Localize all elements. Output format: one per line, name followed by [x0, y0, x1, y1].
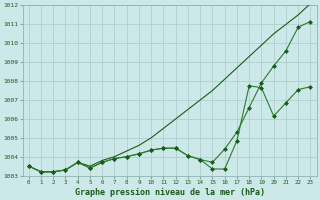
- X-axis label: Graphe pression niveau de la mer (hPa): Graphe pression niveau de la mer (hPa): [75, 188, 265, 197]
